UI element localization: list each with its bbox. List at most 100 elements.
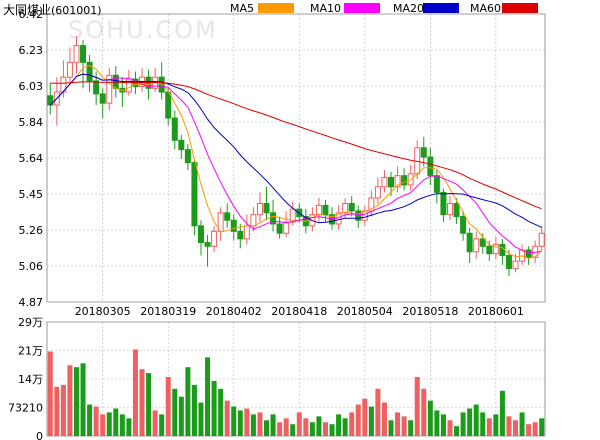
volume-bar [139,369,145,436]
volume-bar [532,422,538,436]
candle-down [348,203,355,212]
candle-up [125,78,132,93]
candle-up [374,186,381,199]
date-tick-label: 20180402 [206,305,262,318]
candle-down [505,255,512,270]
legend-ma10-label: MA10 [310,2,342,15]
candle-up [368,197,375,212]
price-tick-label: 5.64 [19,152,44,165]
candle-up [243,225,250,240]
volume-bar [421,388,427,436]
volume-bar [264,420,270,436]
volume-bar [73,367,79,436]
candle-up [211,230,218,247]
price-tick-label: 4.87 [19,296,44,309]
volume-bar [309,422,315,436]
candle-up [538,232,545,247]
candle-up [283,221,290,234]
volume-bar [146,373,152,436]
volume-bar [414,377,420,436]
volume-bar [257,412,263,436]
candle-up [73,45,80,63]
candle-down [322,204,329,216]
volume-bar [296,412,302,436]
volume-bar [231,406,237,436]
volume-bar [539,418,545,436]
date-tick-label: 20180601 [468,305,524,318]
volume-bar [185,367,191,436]
candle-down [420,147,427,158]
candle-up [106,74,113,104]
volume-bar [152,410,158,436]
volume-bar [440,414,446,436]
candle-down [99,93,106,104]
candle-up [315,204,322,216]
volume-bar [244,408,250,436]
legend-ma5-swatch [258,3,294,13]
candle-down [191,162,198,227]
candle-up [361,210,368,221]
candle-down [184,149,191,164]
price-tick-label: 6.23 [19,44,44,57]
candle-down [178,139,185,151]
candle-up [381,177,388,188]
candle-down [276,223,283,234]
volume-tick-label: 0 [36,430,43,440]
volume-bar [427,400,433,436]
volume-tick-label: 21万 [18,345,43,358]
price-tick-label: 6.42 [19,8,44,21]
candle-down [263,203,270,214]
price-tick-label: 5.06 [19,260,44,273]
price-tick-label: 5.45 [19,188,44,201]
volume-bar [87,404,93,436]
candle-down [47,95,54,106]
volume-bar [467,408,473,436]
volume-bar [454,426,460,436]
volume-bar [316,416,322,436]
ma10-line [49,73,542,254]
volume-bar [126,418,132,436]
candle-up [66,61,73,78]
volume-bar [67,365,73,436]
volume-bar [224,400,230,436]
candle-down [479,238,486,247]
volume-bar [362,398,368,436]
candle-down [388,177,395,188]
candle-up [256,203,263,216]
candle-up [473,238,480,253]
candle-down [440,191,447,216]
stock-name: 大同煤业 [3,3,52,17]
volume-bar [395,412,401,436]
volume-bar [113,408,119,436]
ma5-line [49,65,543,260]
volume-bar [237,410,243,436]
ma20-line [49,73,542,228]
volume-bar [388,420,394,436]
candle-down [224,212,231,221]
volume-tick-label: 29万 [18,316,43,329]
ma60-line [50,81,542,210]
volume-tick-label: 14万 [18,373,43,386]
volume-bar [368,406,374,436]
candle-down [86,61,93,82]
volume-bar [493,414,499,436]
candle-down [355,210,362,221]
volume-bar [191,384,197,436]
volume-bar [526,424,532,436]
volume-bar [218,388,224,436]
volume-bar [159,414,165,436]
price-tick-label: 5.26 [19,224,44,237]
legend-ma10-swatch [344,3,380,13]
volume-bar [119,414,125,436]
candle-up [512,260,519,270]
candle-down [433,175,440,193]
candle-down [499,243,506,257]
volume-bar [211,380,217,436]
volume-bar [486,418,492,436]
volume-bar [329,424,335,436]
price-tick-label: 5.84 [19,116,44,129]
volume-bar [205,357,211,436]
volume-bar [506,416,512,436]
watermark: SOHU.COM [68,16,218,44]
